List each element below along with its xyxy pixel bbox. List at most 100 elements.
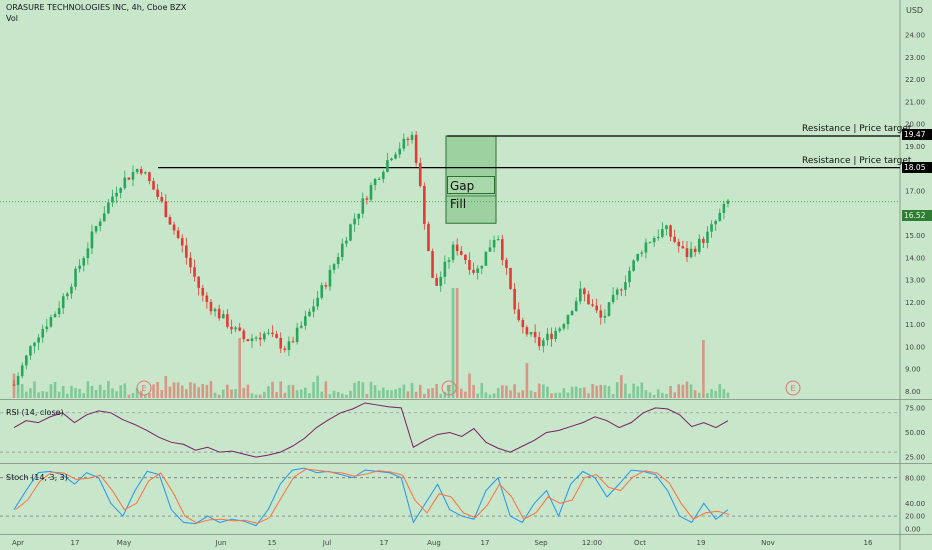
candle-body-27	[123, 177, 127, 189]
volume-bar-130	[546, 386, 549, 398]
candle-body-138	[578, 288, 582, 302]
candle-body-158	[661, 229, 664, 237]
rsi-label: RSI (14, close)	[6, 408, 64, 417]
volume-bar-120	[505, 385, 508, 398]
volume-bar-10	[53, 382, 57, 398]
volume-bar-16	[78, 388, 81, 398]
volume-bar-71	[304, 387, 307, 398]
volume-bar-88	[373, 385, 377, 398]
candle-body-172	[718, 212, 722, 221]
volume-bar-72	[308, 393, 311, 398]
volume-bar-22	[102, 389, 106, 398]
x-tick-label-0: Apr	[12, 539, 24, 547]
volume-bar-52	[226, 384, 229, 398]
candle-body-62	[267, 332, 270, 334]
volume-bar-21	[98, 384, 102, 398]
candle-body-22	[102, 213, 106, 222]
candle-body-51	[221, 314, 225, 319]
volume-bar-33	[148, 393, 151, 398]
volume-bar-45	[197, 387, 200, 398]
candle-body-84	[357, 213, 360, 219]
resistance-label-1[interactable]: Resistance | Price target	[802, 124, 912, 134]
candle-body-80	[340, 243, 344, 258]
candle-body-9	[49, 317, 53, 327]
x-tick-label-11: Oct	[634, 539, 646, 547]
volume-bar-62	[267, 386, 270, 398]
candle-body-164	[685, 248, 689, 258]
candle-body-48	[209, 301, 213, 312]
candle-body-98	[414, 134, 418, 163]
y-tick-label-4: 20.00	[905, 121, 925, 129]
volume-bar-98	[414, 391, 418, 398]
candle-body-148	[620, 289, 623, 291]
volume-bar-107	[451, 288, 455, 398]
candle-body-173	[722, 203, 726, 213]
candle-body-83	[353, 218, 356, 225]
candle-body-26	[119, 188, 122, 193]
volume-bar-66	[283, 392, 287, 398]
volume-bar-51	[221, 389, 225, 398]
gap-fill-label[interactable]: Gap Fill	[447, 176, 495, 211]
candle-body-167	[697, 238, 701, 253]
candle-body-28	[127, 177, 131, 180]
candle-body-35	[156, 189, 159, 197]
volume-bar-131	[550, 393, 553, 398]
volume-bar-85	[361, 382, 365, 398]
volume-bar-95	[402, 384, 406, 398]
candle-body-74	[316, 297, 319, 307]
y-tick-label-3: 21.00	[905, 98, 925, 106]
candle-body-151	[632, 260, 635, 271]
volume-bar-118	[496, 388, 500, 398]
volume-bar-99	[418, 384, 422, 398]
candle-body-116	[488, 247, 492, 252]
volume-bar-174	[726, 392, 730, 398]
candle-body-119	[501, 239, 504, 260]
candle-body-120	[505, 259, 508, 268]
volume-bar-74	[316, 375, 319, 398]
volume-bar-116	[488, 394, 492, 398]
volume-bar-1	[16, 382, 20, 398]
volume-bar-28	[127, 394, 131, 398]
volume-bar-27	[123, 383, 127, 398]
volume-bar-90	[382, 387, 385, 398]
volume-bar-140	[587, 393, 590, 398]
volume-bar-82	[349, 390, 352, 398]
volume-bar-37	[164, 376, 168, 398]
earnings-marker-letter-2: E	[790, 384, 795, 393]
candle-body-36	[160, 196, 164, 202]
candle-body-3	[25, 355, 28, 366]
volume-bar-7	[41, 391, 45, 398]
resistance-label-2[interactable]: Resistance | Price target	[802, 156, 912, 166]
volume-bar-8	[45, 391, 49, 398]
volume-bar-75	[320, 391, 324, 398]
candle-body-149	[624, 282, 627, 290]
candle-body-79	[336, 257, 340, 265]
volume-bar-139	[583, 387, 586, 398]
volume-bar-76	[324, 381, 328, 398]
volume-bar-6	[37, 392, 40, 398]
volume-bar-38	[168, 386, 172, 398]
candle-body-162	[677, 241, 681, 247]
volume-bar-105	[443, 391, 447, 398]
volume-bar-163	[681, 384, 685, 398]
candle-body-12	[61, 296, 65, 309]
candle-body-38	[168, 217, 172, 225]
volume-bar-18	[86, 381, 90, 398]
candle-body-136	[570, 311, 574, 316]
candle-body-95	[402, 138, 406, 149]
candle-body-7	[41, 328, 45, 338]
volume-bar-171	[714, 390, 717, 398]
candle-body-126	[529, 331, 533, 335]
candle-body-17	[82, 257, 86, 266]
candle-body-88	[373, 178, 377, 186]
volume-bar-56	[242, 387, 246, 398]
volume-bar-128	[537, 383, 541, 398]
candle-body-40	[176, 230, 180, 239]
candle-body-108	[455, 244, 459, 252]
volume-bar-0	[12, 373, 16, 398]
volume-bar-63	[271, 381, 274, 398]
stoch-tick-label-2: 20.00	[905, 513, 925, 521]
volume-bar-166	[693, 390, 697, 398]
y-tick-label-13: 10.00	[905, 343, 925, 351]
